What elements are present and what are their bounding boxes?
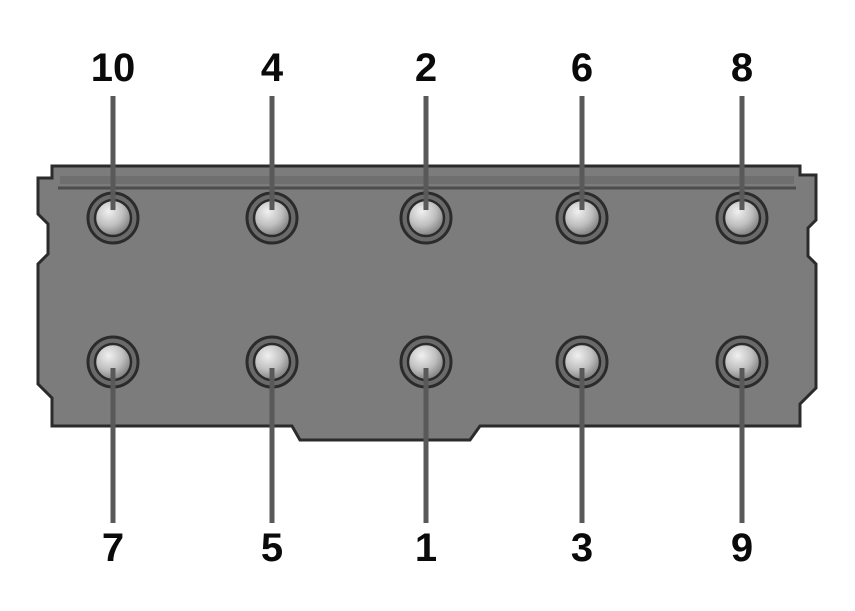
label-top-4: 4 <box>261 46 283 91</box>
label-bottom-7: 7 <box>102 526 124 571</box>
label-bottom-3: 3 <box>571 526 593 571</box>
label-bottom-9: 9 <box>731 526 753 571</box>
label-top-10: 10 <box>91 46 136 91</box>
leader-bottom-7 <box>111 368 116 523</box>
leader-top-2 <box>424 96 429 210</box>
leader-bottom-3 <box>580 368 585 523</box>
label-top-6: 6 <box>571 46 593 91</box>
leader-top-8 <box>740 96 745 210</box>
label-bottom-5: 5 <box>261 526 283 571</box>
leader-top-4 <box>270 96 275 210</box>
leader-bottom-5 <box>270 368 275 523</box>
leader-top-6 <box>580 96 585 210</box>
leader-top-10 <box>111 96 116 210</box>
label-top-8: 8 <box>731 46 753 91</box>
leader-bottom-9 <box>740 368 745 523</box>
label-top-2: 2 <box>415 46 437 91</box>
leader-bottom-1 <box>424 368 429 523</box>
label-bottom-1: 1 <box>415 526 437 571</box>
